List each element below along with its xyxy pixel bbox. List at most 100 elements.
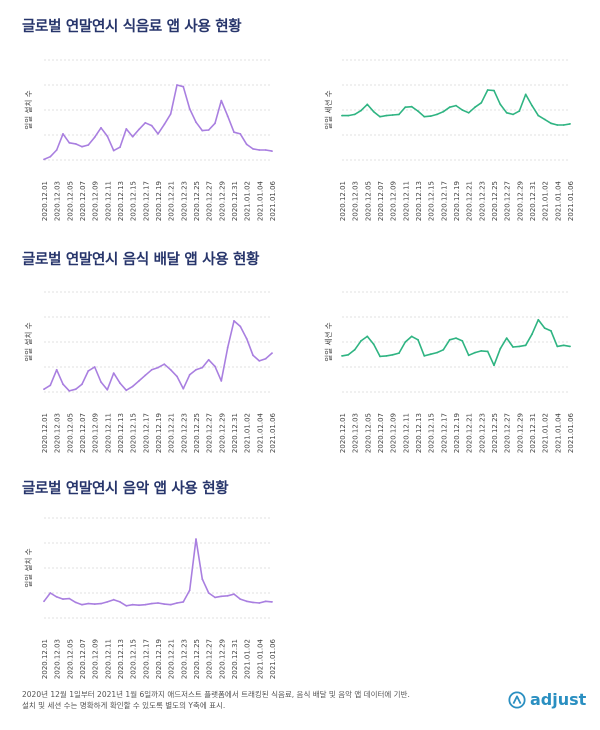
data-point-food-installs-27 (214, 122, 216, 125)
x-tick-label-music-installs-13: 2020.12.27 (206, 639, 214, 679)
data-point-food-sessions-12 (417, 110, 419, 112)
x-tick-label-food-sessions-9: 2020.12.19 (453, 181, 461, 221)
data-point-food-installs-20 (169, 113, 172, 115)
data-point-delivery-sessions-3 (360, 340, 362, 342)
data-point-music-installs-1 (49, 592, 52, 594)
x-tick-label-delivery-sessions-2: 2020.12.05 (364, 413, 372, 453)
data-point-food-installs-4 (68, 141, 71, 144)
data-point-food-installs-32 (245, 143, 248, 146)
data-point-delivery-installs-20 (169, 368, 172, 371)
data-point-delivery-sessions-6 (379, 355, 381, 358)
data-point-music-installs-22 (182, 601, 185, 603)
x-tick-label-music-installs-2: 2020.12.05 (66, 639, 74, 679)
x-tick-label-food-sessions-18: 2021.01.06 (567, 180, 575, 221)
data-point-music-installs-8 (93, 603, 96, 605)
x-tick-label-delivery-installs-11: 2020.12.23 (180, 413, 188, 453)
data-point-delivery-sessions-15 (436, 351, 438, 354)
data-point-delivery-installs-14 (131, 385, 134, 388)
x-tick-label-delivery-sessions-14: 2020.12.29 (516, 413, 524, 453)
series-line-food-sessions (342, 89, 571, 126)
data-point-food-installs-12 (119, 146, 121, 149)
data-point-food-sessions-1 (347, 114, 350, 117)
data-point-delivery-installs-33 (252, 354, 254, 357)
data-point-music-installs-5 (74, 601, 77, 604)
data-point-delivery-sessions-25 (499, 347, 502, 350)
data-point-food-sessions-14 (429, 115, 432, 117)
data-point-delivery-installs-26 (207, 358, 210, 361)
x-tick-label-delivery-sessions-18: 2021.01.06 (567, 412, 575, 453)
data-point-delivery-installs-10 (106, 388, 109, 391)
data-point-delivery-installs-28 (220, 380, 223, 382)
adjust-logo: adjust (508, 690, 586, 709)
x-tick-label-music-installs-9: 2020.12.19 (155, 639, 163, 679)
x-tick-label-food-installs-17: 2021.01.04 (256, 180, 264, 221)
data-point-music-installs-29 (226, 594, 229, 597)
data-point-food-sessions-21 (474, 106, 476, 109)
data-point-delivery-sessions-21 (474, 351, 476, 354)
data-point-delivery-installs-27 (214, 365, 216, 368)
data-point-delivery-installs-32 (245, 337, 248, 340)
x-tick-label-music-installs-12: 2020.12.25 (193, 639, 201, 679)
data-point-food-sessions-34 (556, 124, 559, 126)
data-point-delivery-sessions-29 (524, 344, 527, 347)
data-point-music-installs-3 (62, 598, 64, 600)
data-point-delivery-installs-16 (144, 374, 147, 377)
data-point-delivery-installs-0 (43, 388, 45, 391)
x-tick-label-music-installs-8: 2020.12.17 (142, 639, 150, 679)
data-point-food-sessions-31 (537, 114, 540, 117)
data-point-delivery-installs-7 (87, 370, 90, 372)
x-tick-label-food-sessions-8: 2020.12.17 (440, 181, 448, 221)
x-tick-label-food-sessions-6: 2020.12.13 (415, 181, 423, 221)
data-point-food-sessions-16 (442, 110, 445, 113)
data-point-music-installs-18 (157, 602, 159, 604)
x-tick-label-music-installs-17: 2021.01.04 (256, 638, 264, 679)
data-point-delivery-sessions-18 (455, 337, 457, 339)
data-point-music-installs-19 (163, 603, 166, 605)
data-point-music-installs-16 (144, 603, 147, 606)
data-point-food-sessions-22 (480, 101, 483, 104)
x-tick-label-music-installs-7: 2020.12.15 (130, 639, 138, 679)
x-tick-label-delivery-installs-18: 2021.01.06 (269, 412, 277, 453)
data-point-food-sessions-32 (543, 118, 546, 121)
data-point-food-installs-36 (271, 150, 273, 153)
data-point-food-sessions-4 (366, 103, 369, 106)
data-point-delivery-sessions-10 (404, 341, 407, 343)
data-point-food-installs-6 (81, 145, 83, 148)
x-tick-label-delivery-installs-2: 2020.12.05 (66, 413, 74, 453)
x-tick-label-delivery-installs-16: 2021.01.02 (244, 413, 252, 453)
x-tick-label-music-installs-6: 2020.12.13 (117, 639, 125, 679)
x-tick-label-food-installs-18: 2021.01.06 (269, 180, 277, 221)
adjust-logo-icon (508, 690, 526, 709)
data-point-delivery-sessions-1 (347, 353, 350, 356)
data-point-delivery-sessions-27 (512, 346, 514, 348)
x-tick-label-food-sessions-7: 2020.12.15 (428, 181, 436, 221)
x-tick-label-delivery-sessions-11: 2020.12.23 (478, 413, 486, 453)
data-point-food-installs-25 (201, 129, 204, 132)
data-point-music-installs-35 (264, 600, 267, 603)
logo-text: adjust (530, 690, 587, 709)
x-tick-label-music-installs-1: 2020.12.03 (54, 639, 62, 679)
x-tick-label-delivery-sessions-0: 2020.12.01 (339, 413, 347, 453)
data-point-music-installs-4 (68, 597, 71, 600)
x-tick-label-music-installs-0: 2020.12.01 (41, 639, 49, 679)
data-point-food-installs-19 (163, 123, 166, 126)
x-tick-label-food-sessions-17: 2021.01.04 (554, 180, 562, 221)
data-point-food-installs-21 (176, 84, 178, 86)
data-point-food-sessions-6 (379, 115, 381, 118)
x-tick-label-food-sessions-16: 2021.01.02 (542, 181, 550, 221)
data-point-music-installs-33 (252, 601, 254, 604)
data-point-food-installs-30 (233, 131, 235, 134)
data-point-music-installs-7 (87, 602, 90, 605)
x-tick-label-food-sessions-0: 2020.12.01 (339, 181, 347, 221)
x-tick-label-delivery-installs-0: 2020.12.01 (41, 413, 49, 453)
x-tick-label-delivery-sessions-9: 2020.12.19 (453, 413, 461, 453)
data-point-food-sessions-3 (360, 109, 362, 112)
x-tick-label-music-installs-16: 2021.01.02 (244, 639, 252, 679)
x-tick-label-food-installs-1: 2020.12.03 (54, 181, 62, 221)
data-point-food-installs-31 (239, 133, 242, 135)
x-tick-label-delivery-installs-13: 2020.12.27 (206, 413, 214, 453)
data-point-delivery-installs-1 (49, 384, 52, 387)
data-point-food-sessions-20 (467, 111, 470, 114)
data-point-food-installs-18 (157, 133, 159, 135)
data-point-delivery-installs-24 (195, 368, 197, 371)
